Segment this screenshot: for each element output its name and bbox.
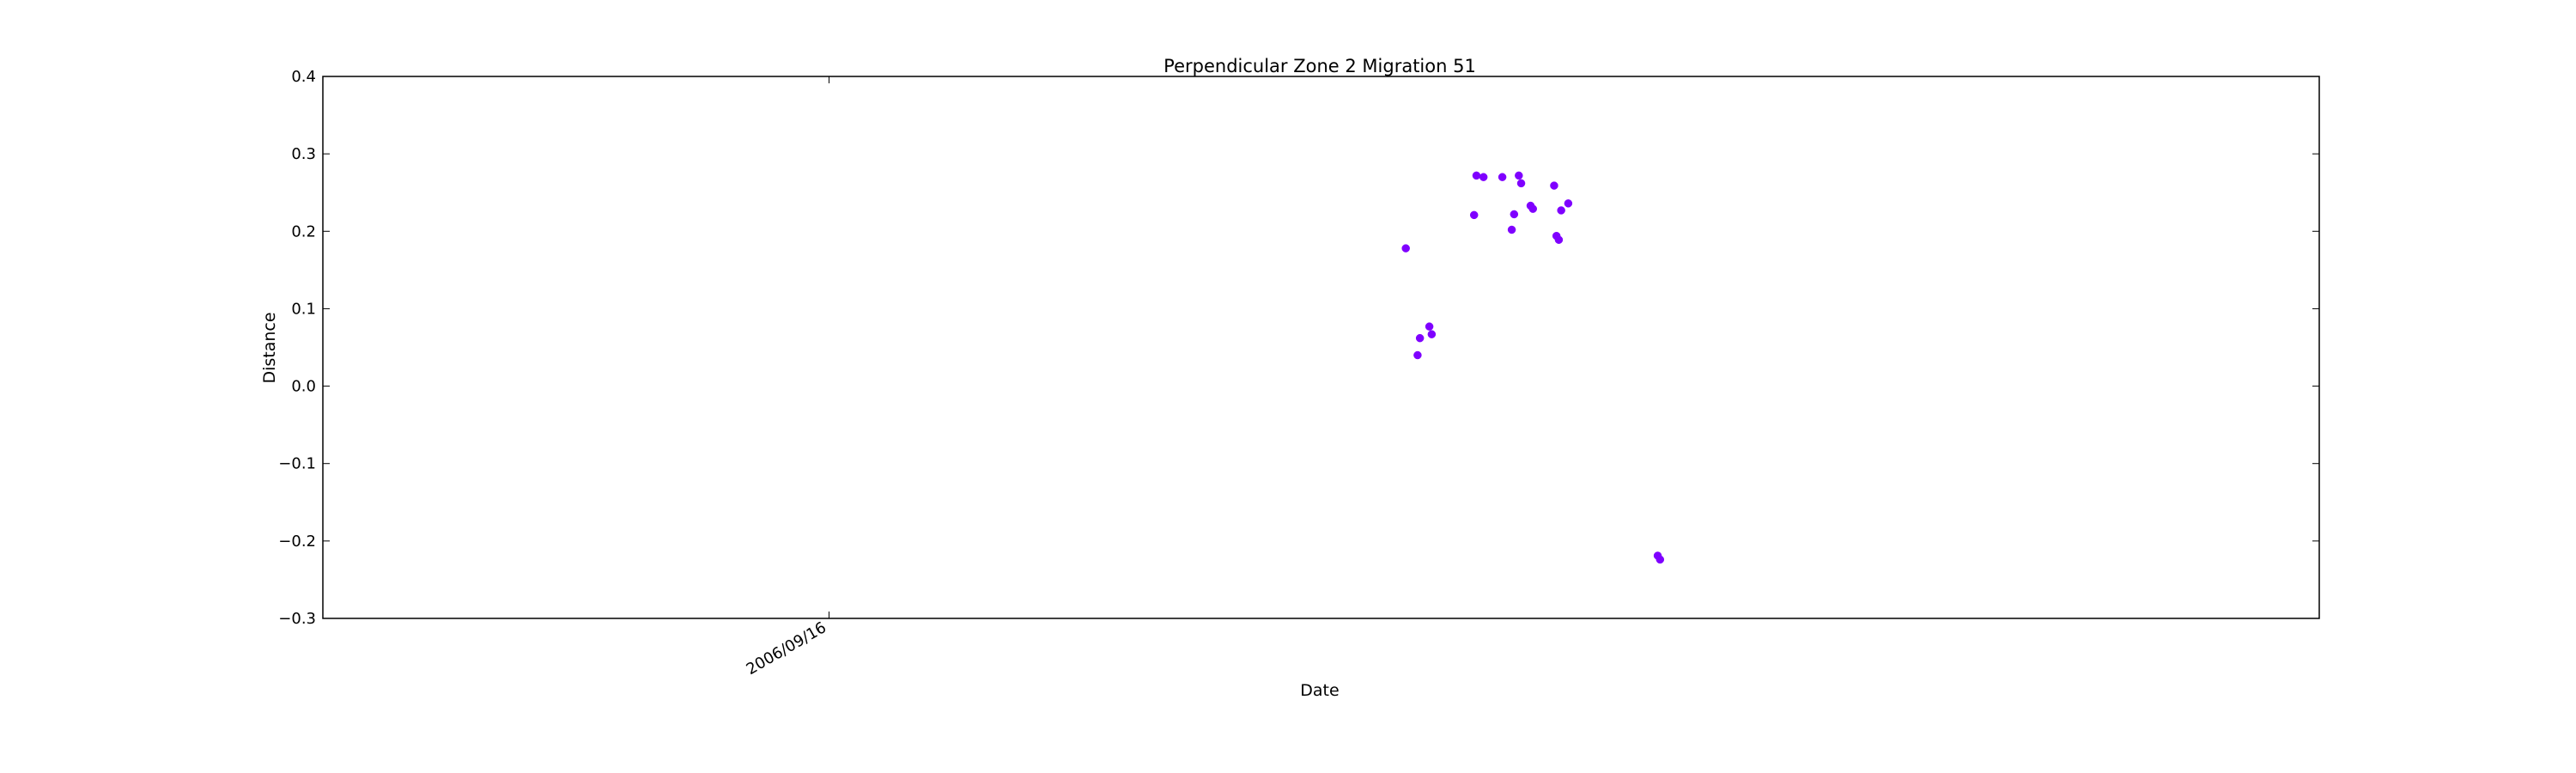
data-point — [1528, 204, 1538, 213]
x-axis-title: Date — [1300, 681, 1339, 700]
data-point — [1516, 179, 1526, 188]
plot-frame — [322, 76, 2320, 619]
data-point — [1472, 171, 1481, 180]
data-point — [1413, 350, 1422, 360]
data-point — [1415, 333, 1425, 343]
data-point — [1656, 555, 1665, 564]
plot-area: 0.4 0.3 0.2 0.1 0.0 −0.1 −0.2 −0.3 2006/09/16 — [278, 68, 2320, 679]
y-tick-label: 0.0 — [291, 378, 316, 396]
data-point — [1507, 225, 1516, 234]
data-point — [1554, 235, 1564, 244]
data-point — [1469, 210, 1479, 220]
data-point — [1498, 173, 1507, 181]
data-point — [1515, 171, 1523, 180]
data-point — [1564, 199, 1573, 208]
y-axis-title: Distance — [260, 312, 279, 383]
y-axis: 0.4 0.3 0.2 0.1 0.0 −0.1 −0.2 −0.3 — [278, 68, 2319, 628]
y-tick-label: 0.2 — [291, 222, 316, 240]
data-point — [1479, 173, 1488, 181]
data-point — [1510, 210, 1519, 219]
data-point — [1425, 322, 1434, 331]
data-point — [1427, 330, 1437, 338]
data-point — [1550, 181, 1558, 190]
data-point — [1401, 244, 1410, 253]
data-point — [1557, 206, 1565, 215]
y-tick-label: −0.2 — [278, 533, 316, 551]
chart-title: Perpendicular Zone 2 Migration 51 — [1163, 56, 1476, 76]
y-tick-label: 0.1 — [291, 300, 316, 318]
x-tick-label: 2006/09/16 — [744, 618, 829, 679]
y-tick-label: −0.3 — [278, 610, 316, 628]
y-tick-label: −0.1 — [278, 455, 316, 473]
y-tick-label: 0.3 — [291, 145, 316, 163]
y-tick-label: 0.4 — [291, 68, 316, 86]
data-points — [1401, 171, 1665, 564]
